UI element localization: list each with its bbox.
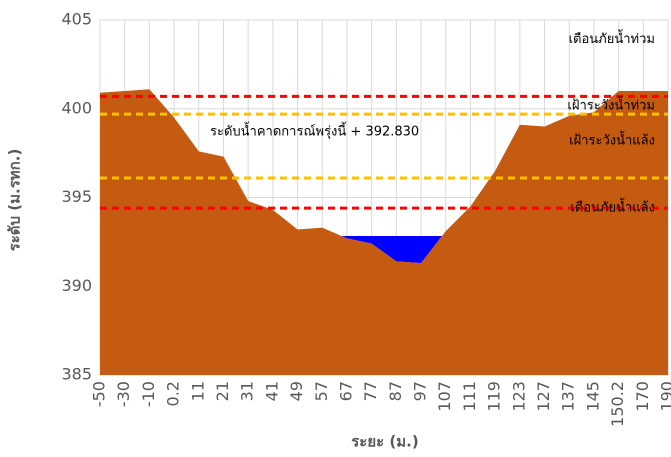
x-tick-label: 11 xyxy=(188,381,207,401)
x-tick-label: 150.2 xyxy=(608,381,627,427)
x-tick-label: 57 xyxy=(312,381,331,401)
threshold-label: เตือนภัยน้ำแล้ง xyxy=(570,198,655,216)
threshold-label: เฝ้าระวังน้ำแล้ง xyxy=(569,130,655,148)
x-tick-label: 111 xyxy=(460,381,479,412)
x-tick-label: 41 xyxy=(262,381,281,401)
x-tick-label: -10 xyxy=(139,381,158,407)
x-tick-label: 190 xyxy=(658,381,671,412)
x-tick-label: 127 xyxy=(534,381,553,412)
threshold-label: เฝ้าระวังน้ำท่วม xyxy=(567,96,655,114)
x-tick-label: 87 xyxy=(386,381,405,401)
x-tick-label: 97 xyxy=(411,381,430,401)
x-tick-label: 119 xyxy=(485,381,504,412)
x-tick-label: 123 xyxy=(509,381,528,412)
x-axis-title: ระยะ (ม.) xyxy=(351,433,418,451)
x-tick-label: 0.2 xyxy=(164,381,183,406)
y-tick-label: 395 xyxy=(61,187,92,206)
y-tick-label: 405 xyxy=(61,10,92,29)
ground-area xyxy=(100,89,668,375)
x-tick-label: 21 xyxy=(213,381,232,401)
x-tick-label: 170 xyxy=(633,381,652,412)
x-tick-label: 137 xyxy=(559,381,578,412)
x-tick-label: -50 xyxy=(90,381,109,407)
threshold-label: เตือนภัยน้ำท่วม xyxy=(569,29,655,47)
x-tick-label: 31 xyxy=(238,381,257,401)
x-tick-label: 77 xyxy=(361,381,380,401)
x-tick-label: 67 xyxy=(336,381,355,401)
x-tick-label: 49 xyxy=(287,381,306,401)
x-tick-label: 107 xyxy=(435,381,454,412)
y-tick-label: 400 xyxy=(61,98,92,117)
x-tick-label: -30 xyxy=(114,381,133,407)
y-tick-label: 390 xyxy=(61,276,92,295)
y-tick-label: 385 xyxy=(61,365,92,384)
y-axis-title: ระดับ (ม.รทก.) xyxy=(6,149,24,252)
water xyxy=(341,236,443,264)
x-tick-label: 145 xyxy=(583,381,602,412)
annotation: ระดับน้ำคาดการณ์พรุ่งนี้ + 392.830 xyxy=(210,122,419,140)
